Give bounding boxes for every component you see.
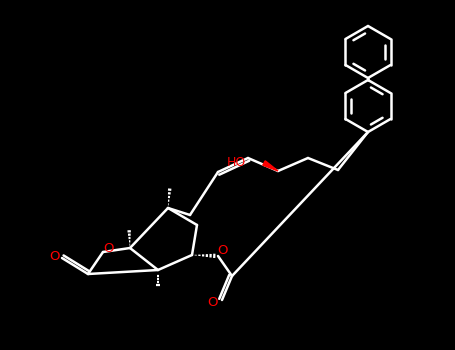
Text: O: O <box>217 245 227 258</box>
Text: HO: HO <box>227 156 246 169</box>
Text: O: O <box>103 243 113 256</box>
Polygon shape <box>263 161 278 171</box>
Text: O: O <box>49 250 59 262</box>
Text: O: O <box>208 296 218 309</box>
